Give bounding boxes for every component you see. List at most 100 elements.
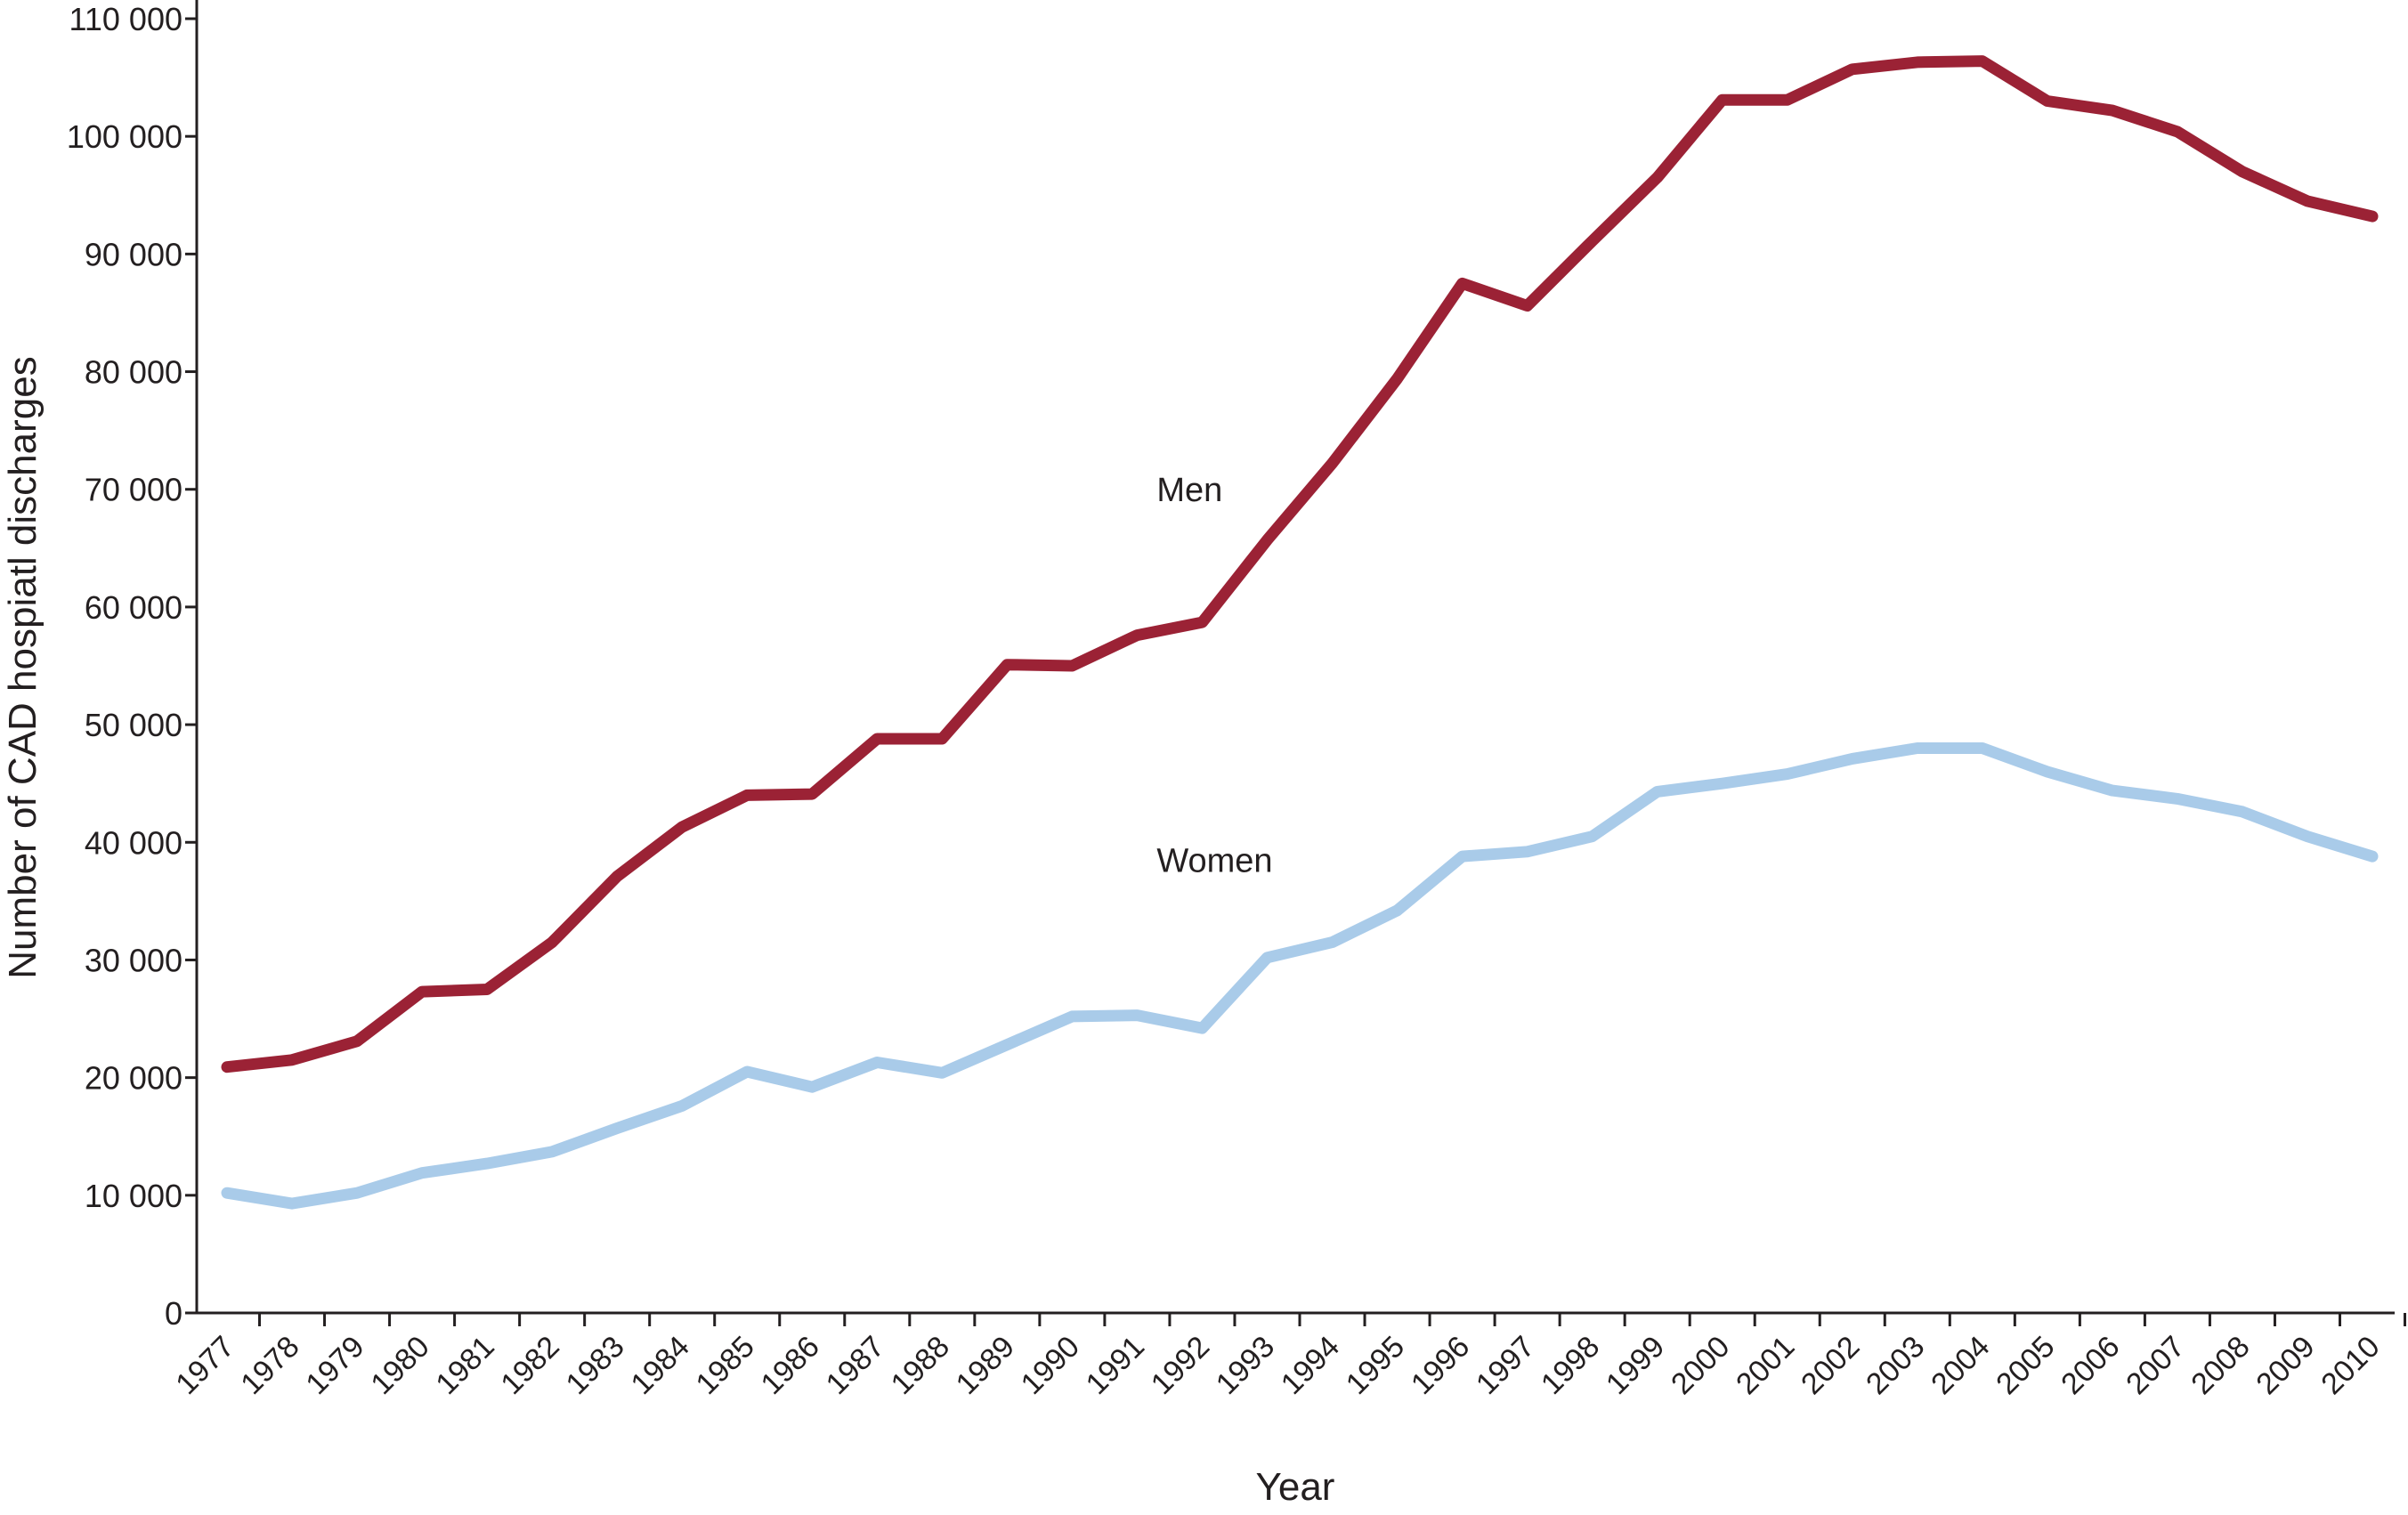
x-tick-label: 2009 [2250,1330,2321,1401]
data-point-men [1721,99,1723,101]
x-tick-label: 2010 [2315,1330,2386,1401]
data-point-men [1331,462,1334,465]
x-tick-label: 2000 [1665,1330,1736,1401]
data-point-men [876,737,879,740]
y-tick-label: 10 000 [85,1178,182,1214]
data-point-women [2111,790,2113,792]
y-tick-label: 40 000 [85,824,182,861]
data-point-women [1916,747,1918,749]
data-point-women [1331,941,1334,944]
x-tick-label: 1993 [1210,1330,1281,1401]
data-point-women [226,1192,228,1195]
data-point-men [1071,665,1074,667]
x-tick-label: 1984 [625,1330,696,1401]
y-tick-label: 70 000 [85,472,182,508]
x-tick-label: 1982 [494,1330,565,1401]
series-line-women [221,742,2379,1210]
x-tick-label: 2004 [1925,1330,1996,1401]
y-tick-label: 90 000 [85,236,182,272]
data-point-men [811,793,814,796]
x-tick-label: 1985 [690,1330,761,1401]
data-point-women [2241,810,2243,813]
data-point-men [1006,663,1009,666]
data-point-women [1071,1015,1074,1017]
data-point-women [1656,790,1658,793]
data-point-men [226,1065,228,1068]
data-point-men [941,737,944,740]
data-point-men [1851,68,1853,70]
x-tick-label: 1997 [1470,1330,1541,1401]
x-tick-label: 1988 [885,1330,956,1401]
x-tick-label: 1983 [559,1330,630,1401]
data-point-men [1526,304,1528,307]
x-tick-label: 2001 [1730,1330,1801,1401]
data-point-men [356,1040,359,1042]
x-tick-label: 1977 [169,1330,240,1401]
data-point-men [2372,215,2373,218]
data-point-women [1396,909,1399,911]
y-tick-label: 100 000 [67,118,182,155]
data-point-men [1266,539,1269,541]
data-point-women [2372,855,2373,858]
data-point-men [1916,61,1918,63]
data-point-women [1136,1014,1139,1017]
x-tick-label: 2006 [2055,1330,2126,1401]
data-point-women [1201,1027,1204,1030]
data-point-men [1981,60,1983,62]
data-point-men [486,988,489,991]
data-point-men [291,1058,294,1061]
series-group: Men Women [221,55,2379,1210]
x-tick-label: 2008 [2185,1330,2256,1401]
data-point-men [1786,99,1788,101]
data-point-women [1591,835,1593,838]
data-point-men [1396,377,1399,380]
x-tick-label: 1986 [755,1330,826,1401]
series-line-men [221,55,2379,1073]
x-tick-label: 1987 [820,1330,891,1401]
x-tick-label: 1992 [1145,1330,1216,1401]
data-point-men [1201,621,1204,624]
series-label-women: Women [1156,842,1272,879]
x-tick-label: 1996 [1405,1330,1476,1401]
x-tick-label: 2005 [1990,1330,2061,1401]
x-tick-label: 2002 [1795,1330,1866,1401]
data-point-women [486,1163,489,1165]
data-point-women [1266,956,1269,959]
y-tick-label: 60 000 [85,589,182,626]
data-point-women [681,1105,684,1107]
x-tick-label: 1979 [299,1330,370,1401]
x-tick-label: 1995 [1340,1330,1411,1401]
data-point-women [1981,747,1983,749]
x-tick-label: 1981 [429,1330,500,1401]
x-tick-label: 1994 [1275,1330,1346,1401]
x-axis-title: Year [1256,1465,1335,1509]
y-axis-title: Number of CAD hospiatl discharges [1,356,45,978]
x-tick-label: 1991 [1080,1330,1151,1401]
y-tick-label: 110 000 [69,1,182,37]
data-point-men [1136,634,1139,636]
x-tick-label: 2003 [1860,1330,1931,1401]
x-tick-label: 1998 [1535,1330,1606,1401]
data-point-men [2111,109,2113,112]
data-point-women [356,1192,359,1195]
data-point-women [1851,758,1853,760]
data-point-women [941,1072,944,1074]
data-point-men [2176,130,2178,133]
x-axis-ticks: 1977197819791980198119821983198419851986… [169,1313,2407,1401]
x-tick-label: 2007 [2120,1330,2191,1401]
data-point-women [1786,773,1788,775]
data-point-men [551,941,554,944]
data-point-women [2046,770,2048,773]
data-point-women [2306,835,2308,838]
data-point-men [1656,176,1658,179]
data-point-men [746,794,749,797]
y-tick-label: 80 000 [85,354,182,391]
series-label-men: Men [1156,472,1222,509]
data-point-women [616,1127,619,1130]
data-point-women [811,1086,814,1089]
x-tick-label: 1990 [1015,1330,1086,1401]
data-point-men [421,991,424,993]
y-tick-label: 50 000 [85,707,182,743]
data-point-men [2046,100,2048,102]
